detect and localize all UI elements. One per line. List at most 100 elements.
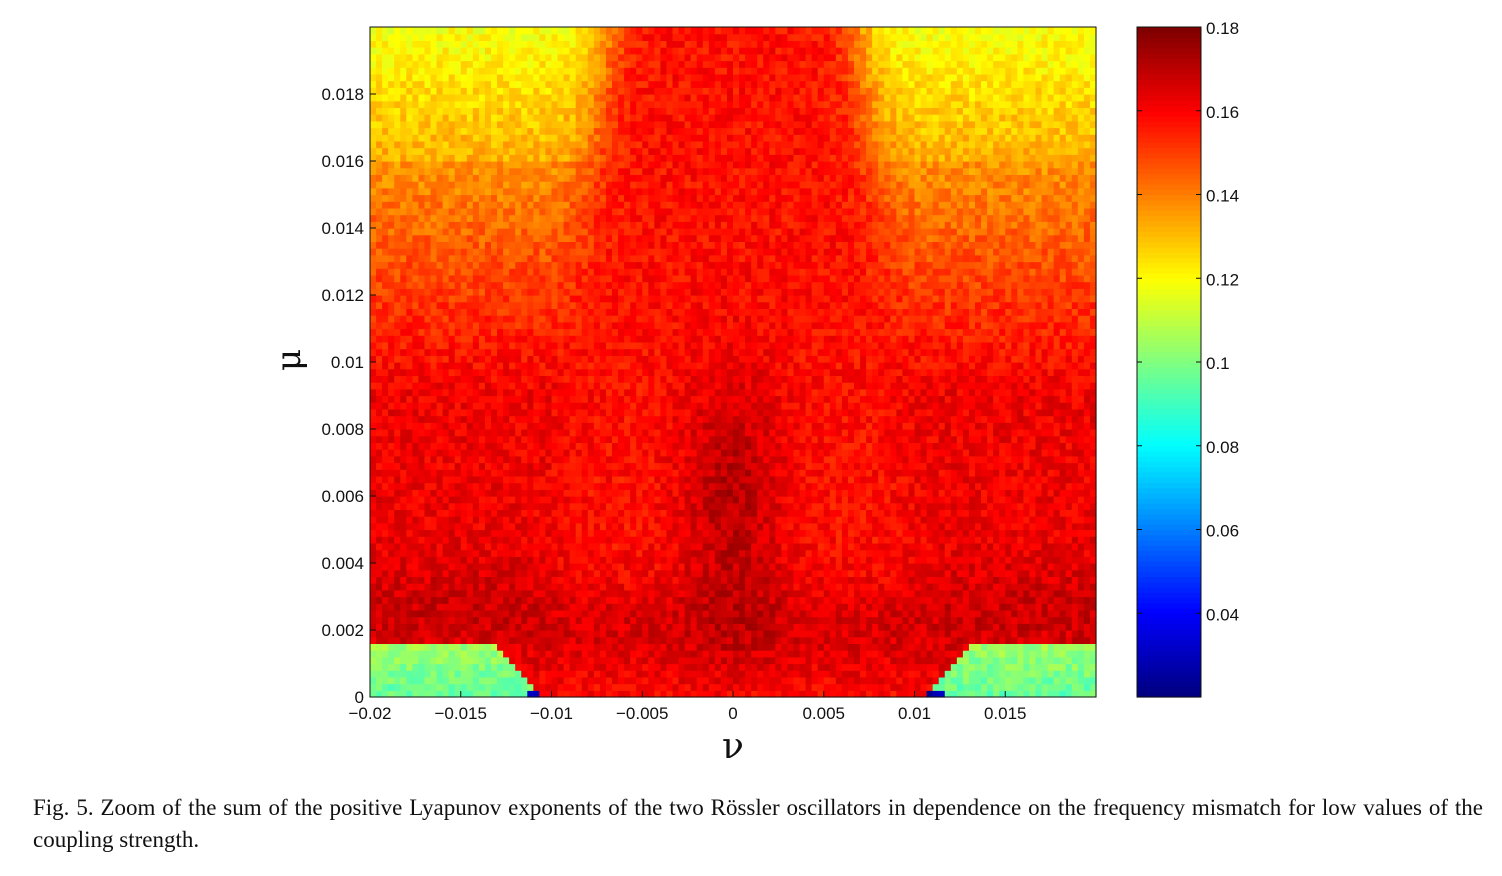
heatmap-cell — [424, 522, 432, 531]
heatmap-cell — [769, 650, 776, 658]
heatmap-cell — [896, 596, 903, 604]
heatmap-cell — [987, 549, 994, 557]
heatmap-cell — [872, 429, 879, 437]
heatmap-cell — [587, 650, 595, 658]
heatmap-cell — [847, 690, 855, 698]
heatmap-cell — [1065, 623, 1073, 631]
heatmap-cell — [484, 449, 492, 457]
heatmap-cell — [400, 556, 407, 564]
heatmap-cell — [799, 482, 807, 490]
heatmap-cell — [460, 576, 468, 584]
heatmap-cell — [533, 542, 540, 551]
heatmap-cell — [460, 496, 468, 504]
heatmap-cell — [975, 609, 982, 618]
heatmap-cell — [593, 422, 601, 430]
heatmap-cell — [823, 462, 831, 470]
heatmap-cell — [563, 656, 571, 665]
heatmap-cell — [563, 415, 571, 423]
heatmap-cell — [896, 630, 903, 638]
heatmap-cell — [563, 663, 571, 671]
heatmap-cell — [799, 589, 807, 598]
heatmap-cell — [847, 569, 855, 577]
heatmap-cell — [678, 496, 686, 504]
heatmap-cell — [757, 482, 764, 490]
heatmap-cell — [551, 435, 559, 443]
heatmap-cell — [987, 435, 994, 443]
heatmap-cell — [1089, 656, 1097, 665]
heatmap-cell — [950, 502, 958, 510]
heatmap-cell — [981, 609, 988, 618]
heatmap-cell — [545, 475, 553, 484]
heatmap-cell — [708, 462, 716, 470]
heatmap-cell — [515, 663, 522, 671]
heatmap-cell — [454, 455, 462, 464]
heatmap-cell — [914, 609, 922, 618]
heatmap-cell — [775, 616, 782, 624]
heatmap-cell — [987, 429, 994, 437]
heatmap-cell — [739, 536, 746, 544]
heatmap-cell — [829, 469, 837, 477]
heatmap-cell — [593, 489, 601, 497]
heatmap-cell — [388, 609, 395, 618]
heatmap-cell — [533, 616, 540, 624]
heatmap-cell — [968, 656, 976, 665]
heatmap-cell — [436, 616, 444, 624]
heatmap-cell — [944, 563, 952, 571]
heatmap-cell — [618, 656, 625, 665]
heatmap-cell — [751, 670, 758, 678]
heatmap-cell — [400, 630, 407, 638]
heatmap-cell — [726, 630, 734, 638]
heatmap-cell — [630, 663, 637, 671]
heatmap-cell — [823, 690, 831, 698]
heatmap-cell — [581, 623, 589, 631]
heatmap-cell — [908, 482, 916, 490]
heatmap-cell — [690, 489, 698, 497]
heatmap-cell — [847, 676, 855, 685]
heatmap-cell — [382, 609, 389, 618]
heatmap-cell — [466, 536, 474, 544]
heatmap-cell — [890, 475, 897, 484]
heatmap-cell — [999, 549, 1006, 557]
heatmap-cell — [642, 636, 649, 644]
heatmap-cell — [581, 650, 589, 658]
heatmap-cell — [987, 670, 994, 678]
heatmap-cell — [394, 469, 401, 477]
heatmap-cell — [902, 676, 910, 685]
heatmap-cell — [412, 482, 419, 490]
heatmap-cell — [575, 415, 583, 423]
heatmap-cell — [491, 429, 498, 437]
heatmap-cell — [442, 475, 450, 484]
heatmap-cell — [890, 536, 897, 544]
heatmap-cell — [993, 683, 1000, 691]
heatmap-cell — [799, 415, 807, 423]
heatmap-cell — [551, 462, 559, 470]
heatmap-cell — [424, 630, 432, 638]
heatmap-cell — [981, 603, 988, 611]
heatmap-cell — [1071, 690, 1079, 698]
heatmap-cell — [454, 690, 462, 698]
heatmap-cell — [878, 522, 885, 531]
heatmap-cell — [497, 589, 504, 598]
heatmap-cell — [424, 455, 432, 464]
heatmap-cell — [702, 630, 710, 638]
heatmap-cell — [382, 455, 389, 464]
heatmap-cell — [999, 502, 1006, 510]
heatmap-cell — [394, 636, 401, 644]
heatmap-cell — [412, 522, 419, 531]
heatmap-cell — [376, 482, 383, 490]
heatmap-cell — [472, 596, 480, 604]
heatmap-cell — [739, 643, 746, 651]
heatmap-cell — [436, 583, 444, 591]
heatmap-cell — [545, 469, 553, 477]
heatmap-cell — [999, 469, 1006, 477]
heatmap-cell — [400, 415, 407, 423]
heatmap-cell — [854, 462, 861, 470]
heatmap-cell — [757, 529, 764, 537]
heatmap-cell — [648, 609, 655, 618]
heatmap-cell — [823, 469, 831, 477]
heatmap-cell — [769, 509, 776, 517]
heatmap-cell — [430, 462, 438, 470]
heatmap-cell — [581, 589, 589, 598]
heatmap-cell — [618, 650, 625, 658]
heatmap-cell — [902, 422, 910, 430]
